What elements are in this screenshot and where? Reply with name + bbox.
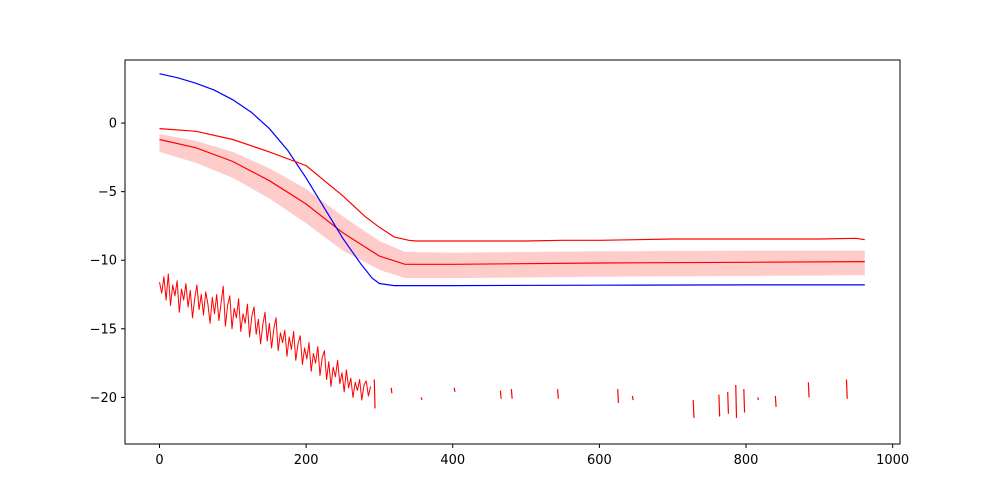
sparse-segment-15 (774, 395, 777, 408)
y-tick-label: −15 (90, 322, 117, 337)
x-tick-label: 600 (587, 453, 612, 468)
band-mean-line (159, 138, 865, 265)
sparse-segment-14 (757, 397, 760, 401)
sparse-segment-13 (743, 389, 746, 413)
sparse-segment-1 (390, 387, 393, 394)
y-tick-label: −5 (98, 185, 117, 200)
sparse-segment-3 (453, 387, 456, 392)
x-axis: 0 200 400 600 800 1000 (155, 444, 909, 468)
sparse-segment-6 (556, 389, 559, 399)
sparse-segment-10 (718, 394, 721, 417)
sparse-segment-7 (617, 389, 620, 403)
y-tick-label: −10 (90, 254, 117, 269)
series-line-1 (159, 128, 865, 242)
x-tick-label: 0 (155, 453, 163, 468)
sparse-segment-9 (692, 400, 695, 418)
y-tick-label: −20 (90, 391, 117, 406)
sparse-segment-8 (631, 395, 634, 401)
sparse-segment-4 (499, 390, 502, 399)
series-line-0 (159, 73, 865, 287)
sparse-segment-16 (807, 382, 810, 398)
x-tick-label: 400 (440, 453, 465, 468)
noisy-series-line (159, 273, 372, 401)
sparse-segment-0 (373, 379, 376, 409)
x-tick-label: 1000 (876, 453, 909, 468)
sparse-segment-17 (845, 379, 848, 399)
sparse-segment-11 (727, 391, 730, 414)
sparse-segment-2 (420, 397, 423, 401)
y-tick-label: 0 (109, 117, 117, 132)
axes-frame (124, 59, 901, 445)
x-tick-label: 800 (734, 453, 759, 468)
y-axis: 0 −5 −10 −15 −20 (90, 117, 125, 406)
plot-area (159, 73, 865, 418)
x-tick-label: 200 (294, 453, 319, 468)
sparse-segment-5 (510, 389, 513, 399)
confidence-band (159, 134, 865, 279)
sparse-segment-12 (735, 385, 738, 418)
